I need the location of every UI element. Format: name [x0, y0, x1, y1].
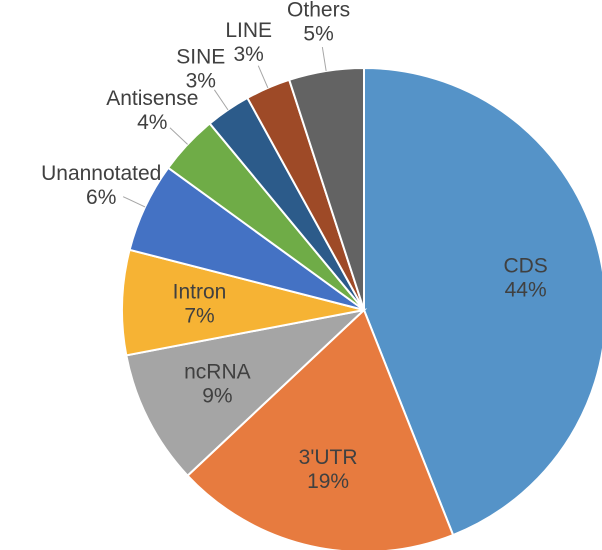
slice-label: Others — [287, 0, 350, 22]
slice-label: Intron — [173, 280, 227, 303]
slice-label: 3'UTR — [299, 446, 358, 469]
pie-slice — [287, 66, 365, 311]
slice-value: 7% — [184, 304, 214, 327]
slice-value: 5% — [303, 23, 333, 46]
slice-value: 3% — [233, 43, 263, 66]
leader-line — [213, 89, 229, 111]
leader-line — [257, 65, 269, 89]
slice-label: ncRNA — [184, 360, 251, 383]
leader-line — [122, 196, 146, 208]
slice-label: CDS — [503, 255, 547, 278]
pie-slice — [125, 308, 368, 478]
slice-value: 19% — [307, 470, 349, 493]
slice-label: Antisense — [106, 87, 198, 110]
leader-line — [169, 127, 188, 145]
slice-value: 3% — [186, 69, 216, 92]
pie-slice — [121, 248, 365, 357]
slice-value: 4% — [137, 111, 167, 134]
slice-value: 6% — [86, 186, 116, 209]
slice-value: 44% — [505, 279, 547, 302]
slice-label: LINE — [225, 19, 272, 42]
pie-slice — [186, 308, 455, 550]
slice-label: Unannotated — [41, 162, 161, 185]
slice-label: SINE — [176, 45, 225, 68]
leader-line — [321, 46, 327, 72]
slice-value: 9% — [202, 384, 232, 407]
